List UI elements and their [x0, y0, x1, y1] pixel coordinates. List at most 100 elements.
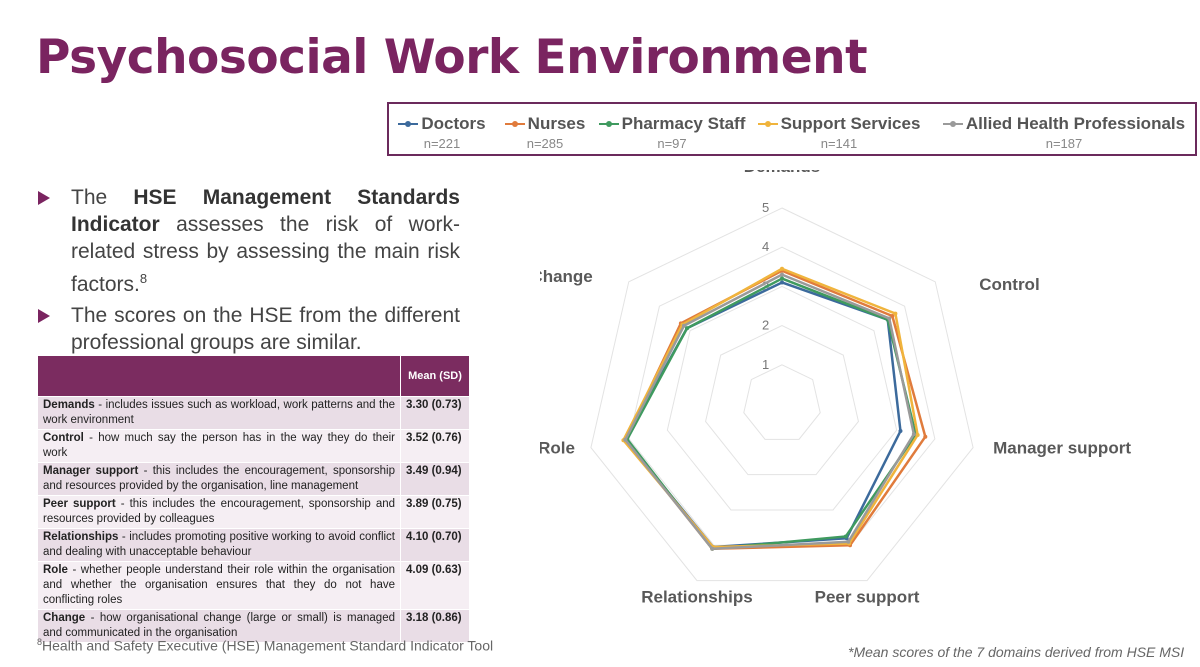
- footnote-marker: 8: [37, 637, 43, 647]
- table-header-domain: [37, 355, 401, 397]
- domain-description: - how organisational change (large or sm…: [43, 612, 395, 639]
- domain-mean-cell: 4.09 (0.63): [400, 561, 470, 610]
- data-point: [780, 276, 784, 281]
- domain-description: - includes promoting positive working to…: [43, 531, 395, 558]
- legend-sample-size: n=97: [657, 136, 687, 151]
- legend-item: Allied Health Professionals n=187: [929, 114, 1199, 151]
- data-point: [846, 539, 851, 544]
- domain-name: Manager support: [43, 465, 139, 477]
- legend-item: Support Services n=141: [749, 114, 929, 151]
- table-row: Control - how much say the person has in…: [37, 429, 470, 463]
- data-point: [684, 326, 689, 331]
- data-point: [915, 432, 920, 437]
- data-point: [780, 266, 784, 271]
- legend-swatch-icon: [757, 121, 778, 127]
- domain-description: - how much say the person has in the way…: [43, 432, 395, 459]
- legend-item: Pharmacy Staff n=97: [595, 114, 749, 151]
- legend-marker-icon: [949, 121, 956, 127]
- page-title: Psychosocial Work Environment: [36, 30, 868, 85]
- domain-description-cell: Demands - includes issues such as worklo…: [37, 396, 401, 430]
- bullet-text: The: [71, 186, 134, 209]
- series-line: [622, 267, 919, 549]
- data-point: [911, 432, 916, 437]
- axis-label: Peer support: [815, 588, 920, 607]
- legend-marker-icon: [511, 121, 518, 127]
- legend-swatch-icon: [598, 121, 619, 127]
- domain-name: Change: [43, 612, 86, 624]
- domain-description-cell: Role - whether people understand their r…: [37, 561, 401, 610]
- legend-label: Doctors: [421, 114, 486, 133]
- tick-label: 1: [762, 357, 769, 372]
- data-point: [843, 534, 848, 539]
- footnote-text: Health and Safety Executive (HSE) Manage…: [42, 637, 494, 654]
- data-point: [780, 272, 784, 277]
- table-row: Change - how organisational change (larg…: [37, 609, 470, 643]
- series-line: [624, 273, 916, 551]
- domain-mean-cell: 3.30 (0.73): [400, 396, 470, 430]
- legend-marker-icon: [764, 121, 771, 127]
- data-point: [681, 323, 686, 328]
- domain-description-cell: Peer support - this includes the encoura…: [37, 495, 401, 529]
- legend-entry: Doctors: [389, 114, 495, 134]
- bullet-item: The HSE Management Standards Indicator a…: [38, 184, 460, 298]
- legend-swatch-icon: [504, 121, 525, 127]
- bullet-arrow-icon: [38, 191, 50, 205]
- domain-name: Peer support: [43, 498, 116, 510]
- bullet-text: assesses the risk of work-related stress…: [71, 213, 460, 296]
- chart-legend: Doctors n=221 Nurses n=285 Pharmacy Staff n=9…: [387, 102, 1197, 156]
- grid-ring: [590, 207, 974, 582]
- table-row: Demands - includes issues such as worklo…: [37, 396, 470, 430]
- legend-sample-size: n=221: [423, 136, 461, 151]
- domain-name: Demands: [43, 399, 95, 411]
- table-row: Role - whether people understand their r…: [37, 561, 470, 610]
- legend-entry: Allied Health Professionals: [929, 114, 1199, 134]
- domain-description-cell: Control - how much say the person has in…: [37, 429, 401, 463]
- legend-entry: Nurses: [493, 114, 597, 134]
- domain-mean-cell: 3.49 (0.94): [400, 462, 470, 496]
- grid-ring: [705, 325, 859, 476]
- bullet-arrow-icon: [38, 309, 50, 323]
- legend-sample-size: n=285: [526, 136, 564, 151]
- legend-label: Support Services: [780, 114, 921, 133]
- chart-note: *Mean scores of the 7 domains derived fr…: [848, 644, 1185, 660]
- axis-label: Role: [540, 439, 575, 458]
- legend-marker-icon: [405, 121, 412, 127]
- bullet-text: The scores on the HSE from the different…: [71, 304, 460, 354]
- domain-description-cell: Change - how organisational change (larg…: [37, 609, 401, 643]
- legend-item: Doctors n=221: [389, 114, 495, 151]
- table-row: Peer support - this includes the encoura…: [37, 495, 470, 529]
- legend-sample-size: n=187: [1045, 136, 1083, 151]
- grid-ring: [666, 285, 898, 511]
- axis-label: Demands: [744, 170, 821, 176]
- domain-name: Relationships: [43, 531, 119, 543]
- domain-name: Control: [43, 432, 84, 444]
- domain-mean-cell: 4.10 (0.70): [400, 528, 470, 562]
- data-point: [623, 437, 628, 442]
- grid-ring: [743, 364, 821, 440]
- table-header-row: Mean (SD): [37, 355, 470, 397]
- bullet-emphasis: HSE Management Standards Indicator: [71, 186, 460, 236]
- legend-entry: Support Services: [749, 114, 929, 134]
- table-row: Manager support - this includes the enco…: [37, 462, 470, 496]
- domain-name: Role: [43, 564, 68, 576]
- tick-label: 2: [762, 318, 769, 333]
- tick-label: 5: [762, 200, 769, 215]
- legend-swatch-icon: [398, 121, 419, 127]
- data-point: [780, 280, 784, 285]
- domain-mean-cell: 3.89 (0.75): [400, 495, 470, 529]
- axis-label: Control: [979, 275, 1039, 294]
- data-point: [893, 311, 898, 316]
- hse-domains-table: Mean (SD) Demands - includes issues such…: [37, 355, 470, 643]
- domain-mean-cell: 3.18 (0.86): [400, 609, 470, 643]
- data-point: [887, 316, 892, 321]
- data-point: [923, 434, 928, 439]
- axis-label: Change: [540, 267, 593, 286]
- tick-label: 4: [762, 239, 769, 254]
- table-header-mean: Mean (SD): [400, 355, 470, 397]
- table-row: Relationships - includes promoting posit…: [37, 528, 470, 562]
- data-point: [898, 429, 903, 434]
- legend-sample-size: n=141: [820, 136, 858, 151]
- domain-mean-cell: 3.52 (0.76): [400, 429, 470, 463]
- legend-label: Pharmacy Staff: [621, 114, 746, 133]
- data-point: [890, 314, 895, 319]
